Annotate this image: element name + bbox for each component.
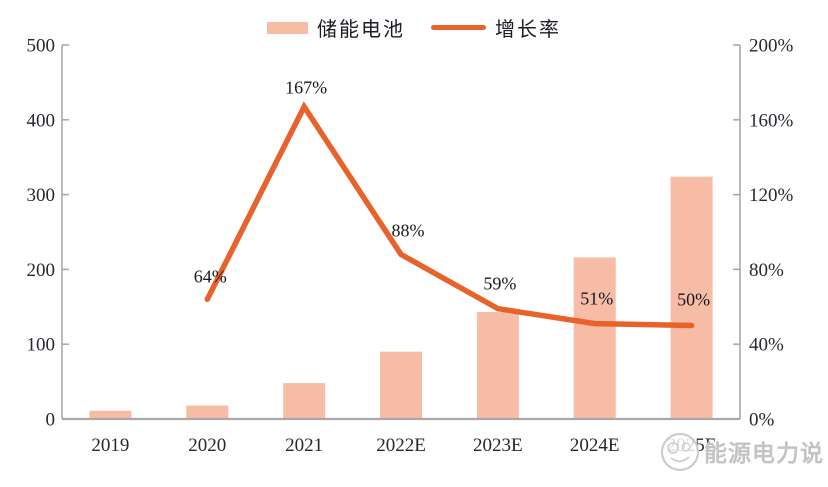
left-axis-tick-label: 500 (27, 36, 56, 57)
growth-rate-label-2021: 167% (285, 78, 327, 98)
growth-rate-label-2025E: 50% (677, 290, 710, 310)
right-axis-tick-label: 80% (749, 260, 784, 281)
left-axis-tick-label: 100 (27, 335, 56, 356)
bar-2019 (89, 410, 132, 419)
x-axis-label-2025E: 2025E (667, 435, 717, 456)
bar-2022E (380, 351, 422, 419)
growth-rate-label-2024E: 51% (580, 289, 613, 309)
bar-2021 (283, 383, 326, 419)
left-axis-tick-label: 200 (27, 260, 56, 281)
bar-2020 (186, 405, 229, 419)
growth-rate-label-2023E: 59% (483, 274, 516, 294)
x-axis-label-2019: 2019 (91, 435, 129, 456)
growth-rate-line (204, 101, 695, 329)
x-axis-label-2020: 2020 (188, 435, 226, 456)
right-axis-tick-label: 40% (749, 335, 784, 356)
growth-rate-label-2020: 64% (194, 266, 227, 286)
left-axis-tick-label: 300 (27, 185, 56, 206)
bar-2024E (573, 257, 616, 419)
right-axis-tick-label: 120% (749, 185, 794, 206)
x-axis-label-2023E: 2023E (473, 435, 523, 456)
right-axis-tick-label: 200% (749, 36, 794, 57)
growth-rate-label-2022E: 88% (392, 220, 425, 240)
right-axis-tick-label: 160% (749, 110, 794, 131)
x-axis-label-2024E: 2024E (570, 435, 620, 456)
left-axis-tick-label: 400 (27, 110, 56, 131)
bar-2025E (670, 176, 713, 419)
x-axis-label-2022E: 2022E (376, 435, 426, 456)
right-axis-tick-label: 0% (749, 410, 775, 431)
x-axis-label-2021: 2021 (285, 435, 323, 456)
bar-2023E (476, 312, 519, 419)
left-axis-tick-label: 0 (46, 410, 56, 431)
